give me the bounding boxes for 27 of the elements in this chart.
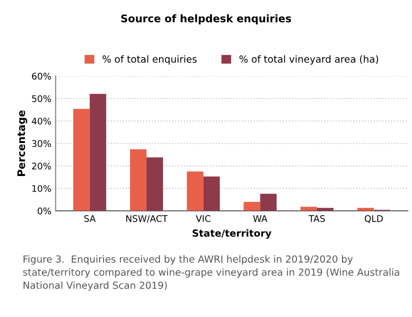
y-tick-label: 50% [32,95,51,102]
bar [146,157,163,211]
y-tick-label: 60% [32,72,51,80]
x-tick-label: WA [253,215,268,222]
x-tick-label: NSW/ACT [126,215,168,223]
y-axis-title: Percentage [17,110,28,176]
chart-title: Source of helpdesk enquiries [121,14,292,24]
x-tick-label: TAS [308,215,325,222]
bar [186,172,204,211]
bar [130,149,147,211]
bar [90,94,106,211]
x-tick-label: VIC [196,215,210,222]
bar [260,194,277,211]
x-tick-label: SA [84,215,96,222]
bar [73,108,90,211]
x-tick-label: QLD [364,215,383,223]
y-tick-label: 0% [38,208,51,214]
x-axis-title: State/territory [192,229,272,239]
legend-label: % of total enquiries [102,55,197,65]
y-tick-label: 20% [32,162,51,170]
y-tick-label: 30% [32,140,51,147]
bar [203,176,220,211]
caption: Figure 3. Enquiries received by the AWRI helpdesk in 2019/2020 by state/territory compared to wine-grape vineyard area in 2019 (Wine Australia National Vineyard Scan 2019) [23,255,400,291]
y-tick-label: 10% [32,185,51,192]
bar [244,202,260,211]
legend-label: % of total vineyard area (ha) [239,55,378,65]
y-tick-label: 40% [32,118,51,125]
